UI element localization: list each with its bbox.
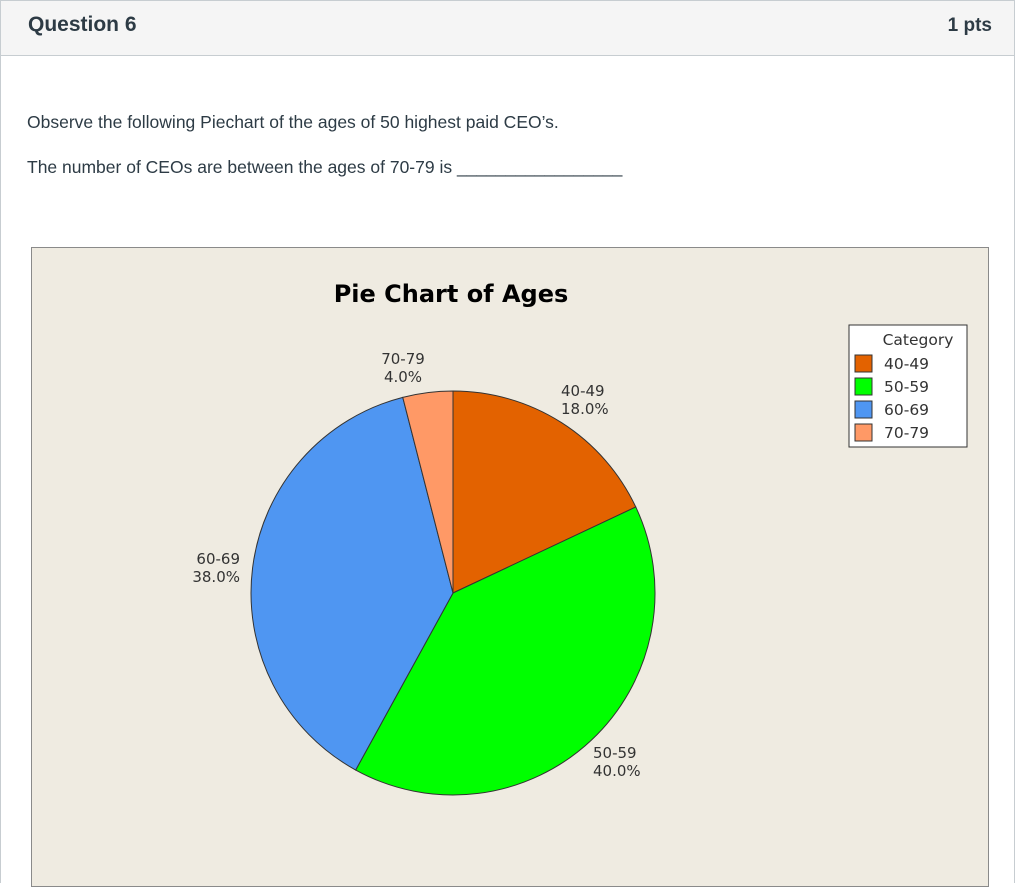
question-points: 1 pts <box>947 15 992 36</box>
slice-pct-40-49: 18.0% <box>561 400 609 418</box>
slice-label-40-49: 40-49 <box>561 382 605 400</box>
slice-pct-50-59: 40.0% <box>593 762 641 780</box>
slice-label-70-79: 70-79 <box>381 350 425 368</box>
chart-image: Pie Chart of Ages 40-49 18.0% 50-59 40.0% 60… <box>31 247 989 887</box>
legend-swatch-70-79 <box>854 423 873 442</box>
slice-label-60-69: 60-69 <box>196 550 240 568</box>
legend-swatch-60-69 <box>854 400 873 419</box>
pie-slice-70-79 <box>402 390 454 594</box>
slice-pct-70-79: 4.0% <box>384 368 422 386</box>
legend-label-50-59: 50-59 <box>884 378 929 396</box>
legend-label-60-69: 60-69 <box>884 401 929 419</box>
chart-title: Pie Chart of Ages <box>334 280 569 308</box>
pie-slice-60-69 <box>250 396 454 771</box>
legend-label-40-49: 40-49 <box>884 355 929 373</box>
slice-label-50-59: 50-59 <box>593 744 637 762</box>
slice-pct-60-69: 38.0% <box>192 568 240 586</box>
legend-title: Category <box>883 331 954 349</box>
chart-legend: Category 40-49 50-59 60-69 70-79 <box>848 324 968 448</box>
question-blank-prompt: The number of CEOs are between the ages … <box>27 157 623 177</box>
pie-slice-50-59 <box>355 506 656 796</box>
question-header: Question 6 1 pts <box>0 0 1015 56</box>
legend-swatch-40-49 <box>854 354 873 373</box>
legend-label-70-79: 70-79 <box>884 424 929 442</box>
pie-slice-40-49 <box>452 390 637 594</box>
legend-swatch-50-59 <box>854 377 873 396</box>
question-prompt: Observe the following Piechart of the ag… <box>27 112 559 132</box>
pie-chart: Pie Chart of Ages 40-4918.0%50-5940.0%60… <box>192 280 968 796</box>
question-body <box>0 56 1015 883</box>
pie-slices <box>250 390 656 796</box>
question-title: Question 6 <box>28 13 137 36</box>
